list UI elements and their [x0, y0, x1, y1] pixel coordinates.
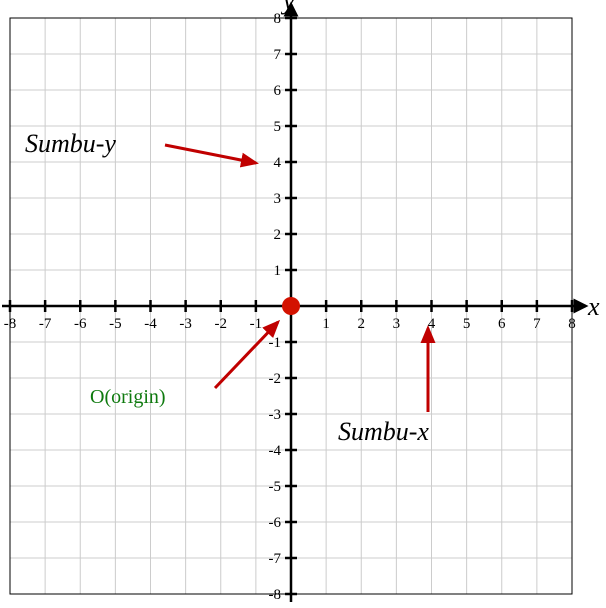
y-tick-label: 1 — [274, 263, 282, 279]
y-tick-label: -4 — [269, 443, 282, 459]
x-tick-label: 2 — [358, 316, 366, 332]
chart-svg: -8-7-6-5-4-3-2-11234567812345678-1-2-3-4… — [0, 0, 606, 608]
y-tick-label: 5 — [274, 119, 282, 135]
y-tick-label: 4 — [274, 155, 282, 171]
x-tick-label: -2 — [215, 316, 228, 332]
y-tick-label: -5 — [269, 479, 282, 495]
y-tick-label: 2 — [274, 227, 282, 243]
x-tick-label: -7 — [39, 316, 52, 332]
x-tick-label: -5 — [109, 316, 122, 332]
y-tick-label: -8 — [269, 587, 282, 603]
y-tick-label: 7 — [274, 47, 282, 63]
x-tick-label: -8 — [4, 316, 17, 332]
x-tick-label: -1 — [250, 316, 263, 332]
x-tick-label: 8 — [568, 316, 576, 332]
origin-dot — [282, 297, 300, 315]
y-tick-label: -7 — [269, 551, 282, 567]
y-axis-label: y — [283, 0, 295, 16]
x-tick-label: 7 — [533, 316, 541, 332]
label-sumbu-x: Sumbu-x — [338, 417, 429, 447]
x-tick-label: 1 — [322, 316, 330, 332]
y-tick-label: 6 — [274, 83, 282, 99]
x-tick-label: 6 — [498, 316, 506, 332]
x-tick-label: 5 — [463, 316, 471, 332]
y-tick-label: -3 — [269, 407, 282, 423]
x-axis-label: x — [588, 292, 600, 322]
x-tick-label: -3 — [179, 316, 192, 332]
x-tick-label: -4 — [144, 316, 157, 332]
y-tick-label: -2 — [269, 371, 282, 387]
y-tick-label: 3 — [274, 191, 282, 207]
y-tick-label: -1 — [269, 335, 282, 351]
y-tick-label: -6 — [269, 515, 282, 531]
label-sumbu-y: Sumbu-y — [25, 129, 116, 159]
x-tick-label: 3 — [393, 316, 401, 332]
coordinate-plane: -8-7-6-5-4-3-2-11234567812345678-1-2-3-4… — [0, 0, 606, 608]
x-tick-label: -6 — [74, 316, 87, 332]
label-origin: O(origin) — [90, 386, 166, 409]
y-tick-label: 8 — [274, 11, 282, 27]
